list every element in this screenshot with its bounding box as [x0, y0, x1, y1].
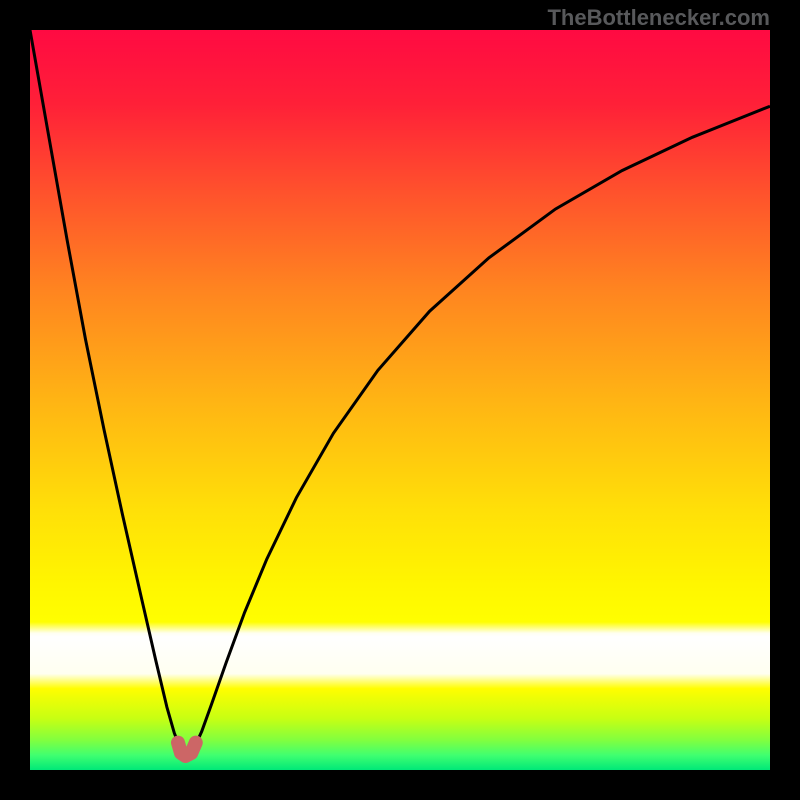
plot-area	[30, 30, 770, 770]
chart-container: TheBottlenecker.com	[0, 0, 800, 800]
chart-svg	[30, 30, 770, 770]
watermark-text: TheBottlenecker.com	[547, 5, 770, 31]
gradient-background	[30, 30, 770, 770]
